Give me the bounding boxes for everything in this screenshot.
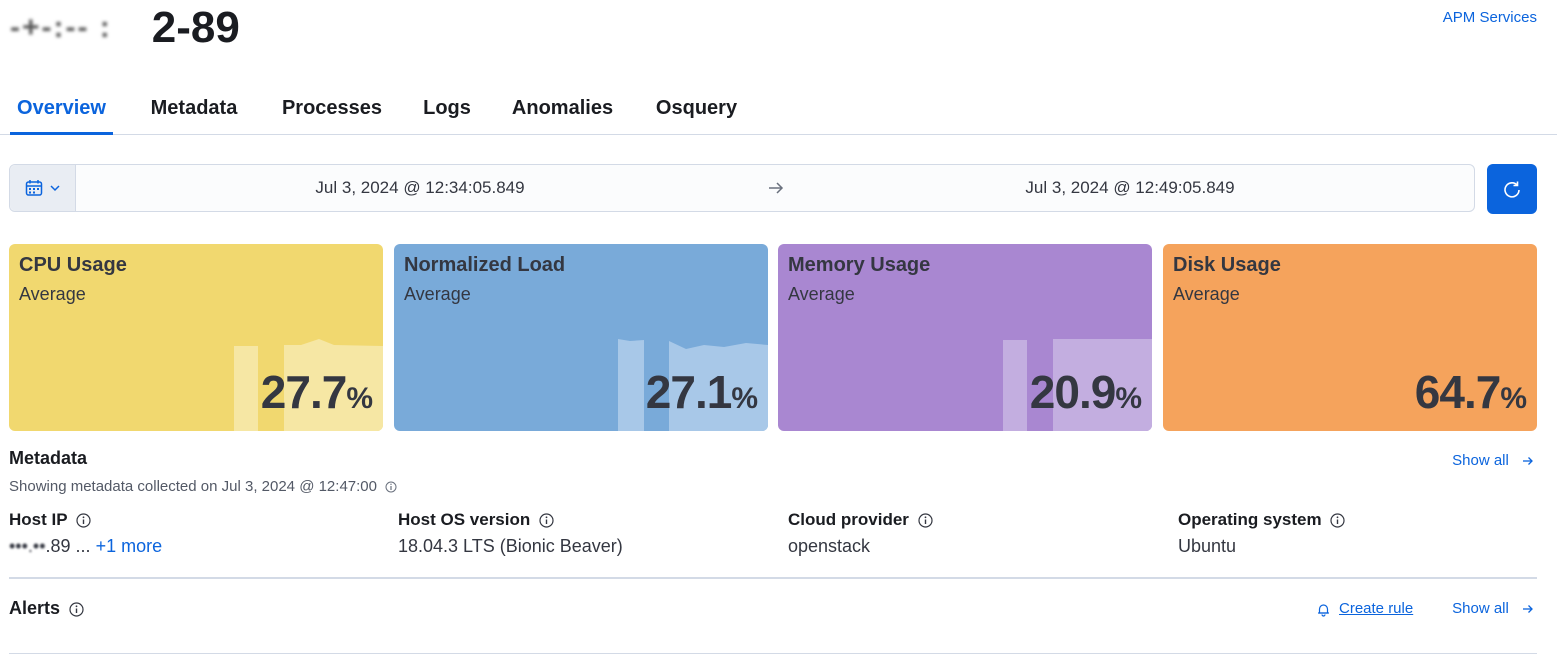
field-operating-system: Operating system Ubuntu xyxy=(1178,510,1345,557)
start-date[interactable]: Jul 3, 2024 @ 12:34:05.849 xyxy=(315,178,525,197)
kpi-subtitle: Average xyxy=(19,284,86,304)
alerts-show-all-link[interactable]: Show all xyxy=(1452,600,1535,617)
kpi-cpu-usage: CPU Usage Average 27.7% xyxy=(9,244,383,431)
calendar-icon xyxy=(25,180,42,196)
kpi-value: 27.7% xyxy=(260,366,373,418)
tab-bar: Overview Metadata Processes Logs Anomali… xyxy=(0,86,1557,135)
tab-processes[interactable]: Processes xyxy=(281,97,383,119)
load-sparkline xyxy=(618,339,768,431)
apm-services-link[interactable]: APM Services xyxy=(1442,9,1537,26)
cpu-sparkline xyxy=(234,339,383,431)
host-ip-redacted: •••.•• xyxy=(9,536,46,556)
field-value: Ubuntu xyxy=(1178,536,1237,556)
arrow-right-icon xyxy=(1523,457,1533,465)
arrow-right-icon xyxy=(1523,605,1533,613)
show-all-label: Show all xyxy=(1452,452,1509,469)
field-value: •••.••.89 ... +1 more xyxy=(9,536,162,557)
info-icon[interactable] xyxy=(1330,513,1345,528)
arrow-right-icon xyxy=(769,182,784,194)
kpi-title: Memory Usage xyxy=(788,254,931,276)
section-divider xyxy=(9,577,1537,579)
page-title: 2-89 xyxy=(151,3,240,52)
field-label: Host OS version xyxy=(398,510,623,530)
tab-metadata[interactable]: Metadata xyxy=(150,97,238,119)
field-cloud-provider: Cloud provider openstack xyxy=(788,510,933,557)
field-value: 18.04.3 LTS (Bionic Beaver) xyxy=(398,536,623,556)
kpi-subtitle: Average xyxy=(404,284,471,304)
kpi-title: Disk Usage xyxy=(1173,254,1281,276)
create-rule-button[interactable]: Create rule xyxy=(1316,600,1413,617)
field-label: Cloud provider xyxy=(788,510,933,530)
info-icon[interactable] xyxy=(918,513,933,528)
refresh-icon xyxy=(1504,181,1520,198)
info-icon[interactable] xyxy=(539,513,554,528)
tab-anomalies[interactable]: Anomalies xyxy=(511,97,614,119)
info-icon[interactable] xyxy=(76,513,91,528)
metadata-collected-text: Showing metadata collected on Jul 3, 202… xyxy=(9,478,377,495)
tab-osquery[interactable]: Osquery xyxy=(655,97,738,119)
field-host-os-version: Host OS version 18.04.3 LTS (Bionic Beav… xyxy=(398,510,623,557)
bell-icon xyxy=(1318,603,1329,617)
memory-sparkline xyxy=(1003,339,1152,431)
host-name-redacted: -+-:-- : xyxy=(10,11,112,44)
end-date[interactable]: Jul 3, 2024 @ 12:49:05.849 xyxy=(1025,178,1235,197)
kpi-disk-usage: Disk Usage Average 64.7% xyxy=(1163,244,1537,431)
kpi-title: CPU Usage xyxy=(19,254,127,276)
quick-select-button[interactable] xyxy=(10,165,76,211)
info-icon[interactable] xyxy=(69,602,84,617)
field-host-ip: Host IP •••.••.89 ... +1 more xyxy=(9,510,162,557)
alerts-section-title: Alerts xyxy=(9,598,84,619)
kpi-memory-usage: Memory Usage Average 20.9% xyxy=(778,244,1152,431)
field-label: Operating system xyxy=(1178,510,1345,530)
tab-overview[interactable]: Overview xyxy=(10,86,113,135)
field-label: Host IP xyxy=(9,510,162,530)
kpi-title: Normalized Load xyxy=(404,254,566,276)
show-all-label: Show all xyxy=(1452,600,1509,617)
host-ip-value: .89 ... xyxy=(45,536,91,556)
metadata-show-all-link[interactable]: Show all xyxy=(1452,452,1535,469)
refresh-button[interactable] xyxy=(1487,164,1537,214)
field-value: openstack xyxy=(788,536,871,556)
kpi-value: 27.1% xyxy=(645,366,758,418)
chevron-down-icon xyxy=(49,185,60,192)
kpi-value: 20.9% xyxy=(1029,366,1142,418)
alerts-title-text: Alerts xyxy=(9,598,61,618)
kpi-value: 64.7% xyxy=(1414,366,1527,418)
date-range-picker: Jul 3, 2024 @ 12:34:05.849 Jul 3, 2024 @… xyxy=(9,164,1475,212)
kpi-normalized-load: Normalized Load Average 27.1% xyxy=(394,244,768,431)
page-header: -+-:-- : 2-89 xyxy=(10,2,240,54)
kpi-subtitle: Average xyxy=(788,284,855,304)
tab-logs[interactable]: Logs xyxy=(423,97,471,119)
metadata-section-title: Metadata xyxy=(9,448,88,468)
host-ip-more-link[interactable]: +1 more xyxy=(95,536,163,556)
create-rule-label: Create rule xyxy=(1339,600,1414,617)
metadata-collected-info: Showing metadata collected on Jul 3, 202… xyxy=(9,478,397,495)
section-divider xyxy=(9,653,1537,654)
info-icon[interactable] xyxy=(385,481,397,493)
kpi-subtitle: Average xyxy=(1173,284,1240,304)
